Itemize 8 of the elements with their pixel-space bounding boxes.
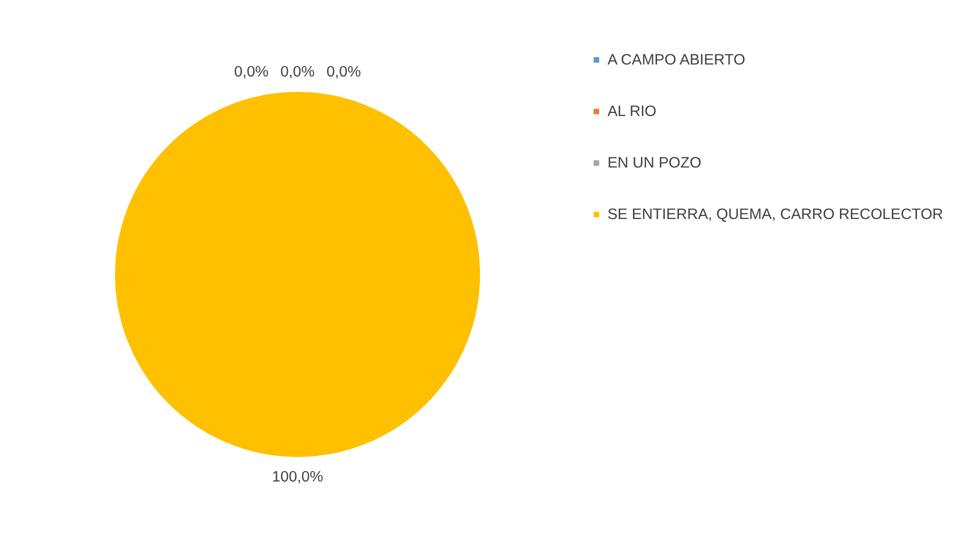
text: 0,0%: [326, 63, 361, 80]
legend-label: SE ENTIERRA, QUEMA, CARRO RECOLECTOR: [608, 206, 944, 223]
legend-label: A CAMPO ABIERTO: [608, 51, 746, 68]
text: 0,0%: [234, 63, 269, 80]
text: 0,0%: [280, 63, 315, 80]
data-label: 100,0%: [272, 468, 324, 486]
legend-label: AL RIO: [608, 102, 656, 120]
legend-label: EN UN POZO: [608, 154, 702, 172]
